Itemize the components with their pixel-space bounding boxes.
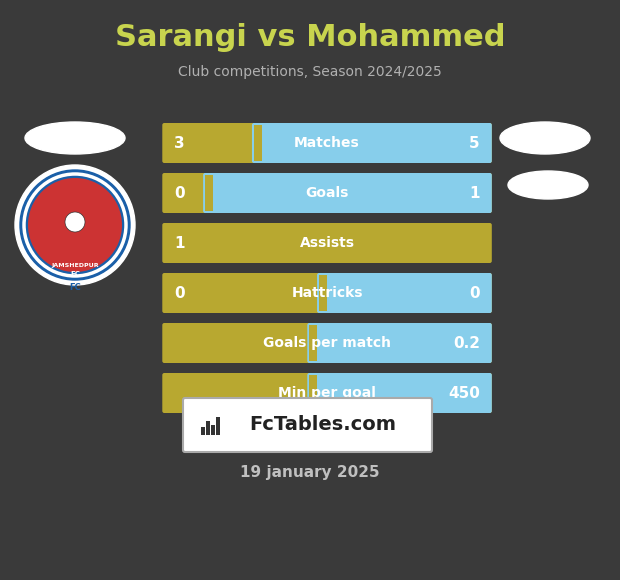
Bar (319, 275, 327, 311)
Text: Hattricks: Hattricks (291, 286, 363, 300)
Text: 19 january 2025: 19 january 2025 (240, 465, 380, 480)
FancyBboxPatch shape (162, 223, 492, 263)
Ellipse shape (25, 122, 125, 154)
FancyBboxPatch shape (162, 173, 492, 213)
Text: Goals per match: Goals per match (263, 336, 391, 350)
FancyBboxPatch shape (162, 273, 492, 313)
FancyBboxPatch shape (317, 273, 492, 313)
Text: 1: 1 (174, 235, 185, 251)
FancyBboxPatch shape (183, 398, 432, 452)
Bar (206, 421, 210, 435)
Text: 0.2: 0.2 (453, 335, 480, 350)
Text: FC: FC (70, 271, 80, 277)
Text: FC: FC (69, 284, 81, 292)
Text: Sarangi vs Mohammed: Sarangi vs Mohammed (115, 24, 505, 53)
Bar (254, 125, 262, 161)
Bar (216, 417, 220, 435)
Text: Min per goal: Min per goal (278, 386, 376, 400)
FancyBboxPatch shape (308, 323, 492, 363)
Text: FcTables.com: FcTables.com (249, 415, 396, 434)
Bar (211, 425, 215, 435)
FancyBboxPatch shape (162, 323, 492, 363)
Bar (201, 427, 205, 435)
Text: 450: 450 (448, 386, 480, 401)
FancyBboxPatch shape (252, 123, 492, 163)
Text: Club competitions, Season 2024/2025: Club competitions, Season 2024/2025 (178, 65, 442, 79)
FancyBboxPatch shape (203, 173, 492, 213)
Circle shape (28, 178, 122, 272)
Text: 0: 0 (469, 285, 480, 300)
Bar (309, 325, 317, 361)
FancyBboxPatch shape (162, 373, 492, 413)
FancyBboxPatch shape (162, 123, 492, 163)
FancyBboxPatch shape (308, 373, 492, 413)
Text: Goals: Goals (306, 186, 348, 200)
Ellipse shape (500, 122, 590, 154)
Text: 0: 0 (174, 186, 185, 201)
Text: 5: 5 (469, 136, 480, 150)
Bar (309, 375, 317, 411)
Text: JAMSHEDPUR: JAMSHEDPUR (51, 263, 99, 269)
Circle shape (15, 165, 135, 285)
Text: Matches: Matches (294, 136, 360, 150)
Circle shape (20, 170, 130, 280)
Text: 1: 1 (469, 186, 480, 201)
Text: 0: 0 (174, 285, 185, 300)
Ellipse shape (508, 171, 588, 199)
Text: Assists: Assists (299, 236, 355, 250)
Bar (205, 175, 213, 211)
Circle shape (65, 212, 85, 232)
Text: 3: 3 (174, 136, 185, 150)
